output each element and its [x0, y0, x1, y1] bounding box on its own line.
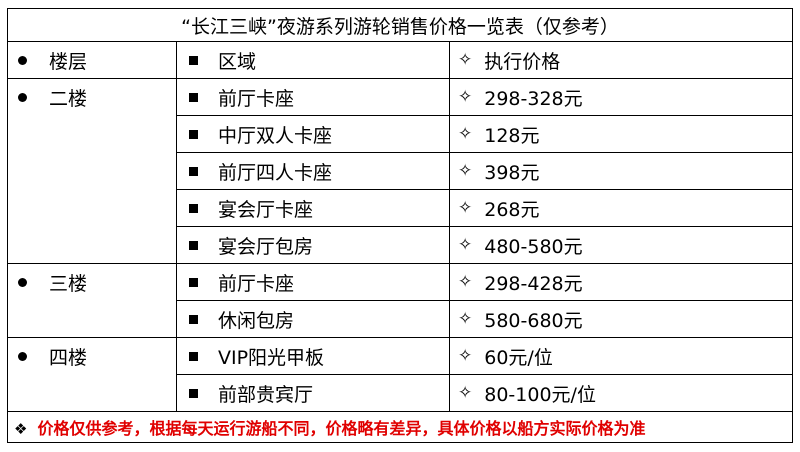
area-label: 前部贵宾厅	[218, 383, 314, 406]
area-label: 前厅四人卡座	[218, 161, 333, 184]
title-row: “长江三峡”夜游系列游轮销售价格一览表（仅参考）	[7, 8, 793, 42]
filled-square-icon	[189, 203, 198, 213]
area-label: 宴会厅包房	[218, 235, 314, 258]
table-row: 四楼 VIP阳光甲板 ✧ 60元/位	[7, 337, 793, 412]
area-label: 宴会厅卡座	[218, 198, 314, 221]
area-cell: 休闲包房	[176, 300, 450, 338]
table-row: 休闲包房 ✧ 580-680元	[8, 300, 793, 338]
price-cell: ✧ 480-580元	[449, 226, 793, 264]
price-value: 298-428元	[484, 272, 583, 295]
area-cell: 宴会厅卡座	[176, 189, 450, 227]
area-label: 中厅双人卡座	[218, 124, 333, 147]
area-cell: 前厅四人卡座	[176, 152, 450, 190]
filled-square-icon	[189, 314, 198, 324]
price-cell: ✧ 398元	[449, 152, 793, 190]
header-price: ✧ 执行价格	[449, 41, 793, 79]
floor-label: 二楼	[49, 87, 88, 110]
price-cell: ✧ 268元	[449, 189, 793, 227]
note-cell: ❖ 价格仅供参考，根据每天运行游船不同，价格略有差异，具体价格以船方实际价格为准	[7, 411, 793, 443]
diamond-outline-icon: ✧	[458, 272, 473, 292]
table-row: 三楼 前厅卡座 ✧ 298-428元	[7, 263, 793, 338]
diamond-outline-icon: ✧	[458, 309, 473, 329]
area-label: 前厅卡座	[218, 272, 295, 295]
price-value: 268元	[484, 198, 540, 221]
header-area: 区域	[176, 41, 450, 79]
price-cell: ✧ 80-100元/位	[449, 374, 793, 412]
area-cell: VIP阳光甲板	[176, 337, 450, 375]
filled-square-icon	[189, 92, 198, 102]
price-value: 60元/位	[484, 346, 553, 369]
header-area-label: 区域	[218, 50, 257, 73]
header-price-label: 执行价格	[484, 50, 561, 73]
filled-square-icon	[189, 240, 198, 250]
table-row: 二楼 前厅卡座 ✧ 298-328元	[7, 78, 793, 264]
table-row: 前部贵宾厅 ✧ 80-100元/位	[8, 374, 793, 412]
filled-square-icon	[189, 166, 198, 176]
area-cell: 前厅卡座	[176, 263, 450, 301]
table-title: “长江三峡”夜游系列游轮销售价格一览表（仅参考）	[7, 8, 793, 42]
filled-square-icon	[189, 129, 198, 139]
floor-cell-4: 四楼	[7, 337, 177, 412]
area-cell: 宴会厅包房	[176, 226, 450, 264]
diamond-outline-icon: ✧	[458, 383, 473, 403]
diamond-outline-icon: ✧	[458, 198, 473, 218]
diamond-outline-icon: ✧	[458, 235, 473, 255]
filled-circle-icon	[18, 277, 27, 287]
diamond-outline-icon: ✧	[458, 50, 473, 70]
area-label: 休闲包房	[218, 309, 295, 332]
price-value: 128元	[484, 124, 540, 147]
note-text: 价格仅供参考，根据每天运行游船不同，价格略有差异，具体价格以船方实际价格为准	[37, 419, 646, 438]
filled-square-icon	[189, 351, 198, 361]
price-table-container: “长江三峡”夜游系列游轮销售价格一览表（仅参考） 楼层 区域 ✧ 执行价格 二楼 …	[7, 8, 793, 443]
price-value: 480-580元	[484, 235, 583, 258]
filled-square-icon	[189, 55, 198, 65]
table-row: 中厅双人卡座 ✧ 128元	[8, 115, 793, 153]
price-cell: ✧ 580-680元	[449, 300, 793, 338]
diamond-outline-icon: ✧	[458, 346, 473, 366]
price-table: “长江三峡”夜游系列游轮销售价格一览表（仅参考） 楼层 区域 ✧ 执行价格 二楼 …	[7, 8, 793, 443]
floor-label: 四楼	[49, 346, 88, 369]
table-row: 前厅四人卡座 ✧ 398元	[8, 152, 793, 190]
price-value: 398元	[484, 161, 540, 184]
floor-label: 三楼	[49, 272, 88, 295]
header-row: 楼层 区域 ✧ 执行价格	[7, 41, 793, 79]
header-floor-label: 楼层	[49, 50, 88, 73]
filled-square-icon	[189, 388, 198, 398]
floor-cell-3: 三楼	[7, 263, 177, 338]
price-cell: ✧ 128元	[449, 115, 793, 153]
price-value: 580-680元	[484, 309, 583, 332]
area-label: 前厅卡座	[218, 87, 295, 110]
filled-circle-icon	[18, 55, 27, 65]
price-value: 80-100元/位	[484, 383, 596, 406]
area-cell: 前部贵宾厅	[176, 374, 450, 412]
diamond-outline-icon: ✧	[458, 124, 473, 144]
floor-cell-2: 二楼	[7, 78, 177, 264]
diamond-outline-icon: ✧	[458, 161, 473, 181]
header-floor: 楼层	[7, 41, 177, 79]
area-label: VIP阳光甲板	[218, 346, 325, 369]
price-value: 298-328元	[484, 87, 583, 110]
area-cell: 前厅卡座	[176, 78, 450, 116]
price-cell: ✧ 298-328元	[449, 78, 793, 116]
filled-circle-icon	[18, 351, 27, 361]
four-diamond-icon: ❖	[14, 420, 28, 438]
table-row: 宴会厅包房 ✧ 480-580元	[8, 226, 793, 264]
filled-square-icon	[189, 277, 198, 287]
price-cell: ✧ 60元/位	[449, 337, 793, 375]
price-cell: ✧ 298-428元	[449, 263, 793, 301]
note-row: ❖ 价格仅供参考，根据每天运行游船不同，价格略有差异，具体价格以船方实际价格为准	[7, 411, 793, 443]
area-cell: 中厅双人卡座	[176, 115, 450, 153]
diamond-outline-icon: ✧	[458, 87, 473, 107]
filled-circle-icon	[18, 92, 27, 102]
